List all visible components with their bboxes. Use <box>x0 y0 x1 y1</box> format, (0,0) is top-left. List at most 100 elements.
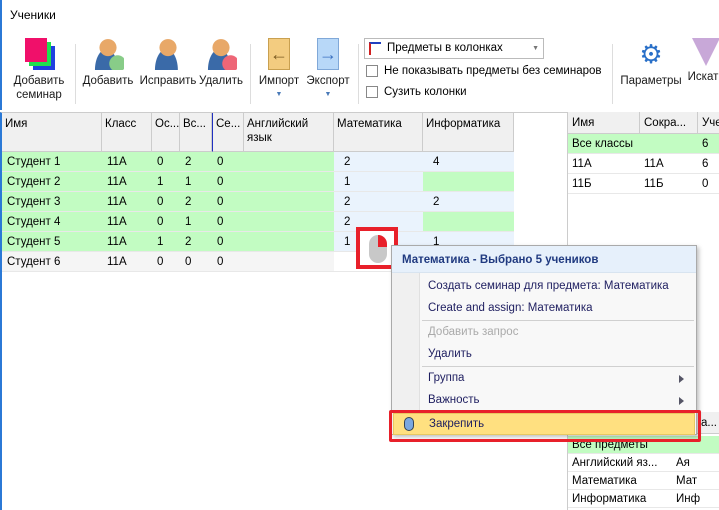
import-button[interactable]: ← Импорт ▼ <box>256 38 302 102</box>
table-cell[interactable]: 6 <box>698 154 719 174</box>
table-cell[interactable] <box>244 232 334 252</box>
search-button[interactable]: Искать <box>686 38 719 84</box>
column-header[interactable]: Имя <box>2 113 102 152</box>
title-bar: Ученики <box>0 0 719 30</box>
table-cell[interactable]: 1 <box>152 232 180 252</box>
menu-item-create-seminar[interactable]: Создать семинар для предмета: Математика <box>428 280 669 292</box>
table-cell[interactable]: 0 <box>152 252 180 272</box>
table-cell[interactable]: 11А <box>102 252 152 272</box>
table-cell[interactable]: Студент 3 <box>2 192 102 212</box>
table-cell[interactable]: 1 <box>334 172 423 192</box>
menu-item-importance[interactable]: Важность <box>428 394 692 406</box>
column-header[interactable]: Информатика <box>423 113 514 152</box>
table-cell[interactable]: 11Б <box>568 174 640 194</box>
menu-item-create-assign[interactable]: Create and assign: Математика <box>428 302 593 314</box>
column-header[interactable]: Се... <box>212 113 244 152</box>
table-cell[interactable] <box>244 252 334 272</box>
hide-no-seminars-checkbox[interactable]: Не показывать предметы без семинаров <box>366 65 602 77</box>
menu-separator <box>422 366 694 367</box>
table-cell[interactable] <box>244 192 334 212</box>
export-icon: → <box>317 38 339 70</box>
chevron-down-icon: ▼ <box>532 45 539 52</box>
table-cell[interactable] <box>244 212 334 232</box>
table-cell[interactable] <box>244 172 334 192</box>
table-cell[interactable]: Математика <box>568 472 672 490</box>
toolbar: Добавить семинар Добавить Исправить Удал… <box>0 30 719 110</box>
submenu-arrow-icon <box>679 375 684 383</box>
table-cell[interactable]: 0 <box>180 252 212 272</box>
table-cell[interactable]: 0 <box>152 152 180 172</box>
table-cell[interactable]: 0 <box>212 252 244 272</box>
columns-icon <box>369 42 381 55</box>
column-header[interactable]: Ос... <box>152 113 180 152</box>
table-cell[interactable]: 0 <box>212 232 244 252</box>
table-cell[interactable]: Студент 4 <box>2 212 102 232</box>
table-cell[interactable]: 2 <box>180 152 212 172</box>
table-cell[interactable]: 11А <box>102 192 152 212</box>
table-cell[interactable]: Все классы <box>568 134 640 154</box>
column-header[interactable]: Уче <box>698 112 719 134</box>
table-cell[interactable]: Студент 5 <box>2 232 102 252</box>
divider <box>612 44 613 104</box>
table-cell[interactable]: 11Б <box>640 174 698 194</box>
gears-icon: ⚙ <box>639 39 663 69</box>
lock-icon <box>404 417 414 431</box>
export-button[interactable]: → Экспорт ▼ <box>304 38 352 102</box>
delete-button[interactable]: Удалить <box>198 38 244 88</box>
table-cell[interactable]: Студент 6 <box>2 252 102 272</box>
table-cell[interactable]: 0 <box>152 212 180 232</box>
table-cell[interactable]: Студент 2 <box>2 172 102 192</box>
table-cell[interactable] <box>423 172 514 192</box>
column-header[interactable]: Сокра... <box>640 112 698 134</box>
narrow-columns-checkbox[interactable]: Сузить колонки <box>366 86 467 98</box>
table-cell[interactable]: 2 <box>423 192 514 212</box>
table-cell[interactable]: 11А <box>640 154 698 174</box>
table-cell[interactable]: 11А <box>102 212 152 232</box>
table-cell[interactable]: 2 <box>334 192 423 212</box>
table-cell[interactable]: 1 <box>180 172 212 192</box>
table-cell[interactable]: Информатика <box>568 490 672 508</box>
table-cell[interactable]: 0 <box>152 192 180 212</box>
table-cell[interactable]: 0 <box>212 212 244 232</box>
table-cell[interactable]: 4 <box>423 152 514 172</box>
view-mode-select[interactable]: Предметы в колонках ▼ <box>364 38 544 59</box>
table-cell[interactable]: 11А <box>102 232 152 252</box>
table-cell[interactable] <box>244 152 334 172</box>
column-header[interactable]: Математика <box>334 113 423 152</box>
divider <box>250 44 251 104</box>
table-cell[interactable]: Английский яз... <box>568 454 672 472</box>
table-cell[interactable]: 0 <box>212 172 244 192</box>
table-cell[interactable]: Ая <box>672 454 719 472</box>
column-header[interactable]: Вс... <box>180 113 212 152</box>
seminar-stack-icon <box>23 38 55 70</box>
table-cell[interactable]: 1 <box>152 172 180 192</box>
table-cell[interactable] <box>334 252 423 272</box>
table-cell[interactable]: 11А <box>102 152 152 172</box>
params-button[interactable]: ⚙ Параметры <box>620 39 682 87</box>
menu-item-delete[interactable]: Удалить <box>428 348 472 360</box>
table-cell[interactable] <box>423 212 514 232</box>
table-cell[interactable]: 6 <box>698 134 719 154</box>
table-cell[interactable]: 11А <box>102 172 152 192</box>
column-header[interactable]: Английский язык <box>244 113 334 152</box>
table-cell[interactable]: 0 <box>698 174 719 194</box>
table-cell[interactable]: 2 <box>180 232 212 252</box>
add-button[interactable]: Добавить <box>80 38 136 88</box>
table-cell[interactable]: 1 <box>180 212 212 232</box>
menu-item-pin[interactable]: Закрепить <box>393 413 695 435</box>
menu-item-group[interactable]: Группа <box>428 372 692 384</box>
column-header[interactable]: Имя <box>568 112 640 134</box>
table-cell[interactable]: 2 <box>334 152 423 172</box>
table-cell[interactable] <box>640 134 698 154</box>
add-seminar-button[interactable]: Добавить семинар <box>8 38 70 102</box>
table-cell[interactable]: 11А <box>568 154 640 174</box>
table-cell[interactable]: Студент 1 <box>2 152 102 172</box>
column-header[interactable]: Класс <box>102 113 152 152</box>
table-cell[interactable]: 2 <box>180 192 212 212</box>
table-cell[interactable]: Мат <box>672 472 719 490</box>
table-cell[interactable]: 0 <box>212 192 244 212</box>
table-cell[interactable]: 0 <box>212 152 244 172</box>
mouse-icon <box>369 235 387 263</box>
table-cell[interactable]: Инф <box>672 490 719 508</box>
edit-button[interactable]: Исправить <box>138 38 198 88</box>
